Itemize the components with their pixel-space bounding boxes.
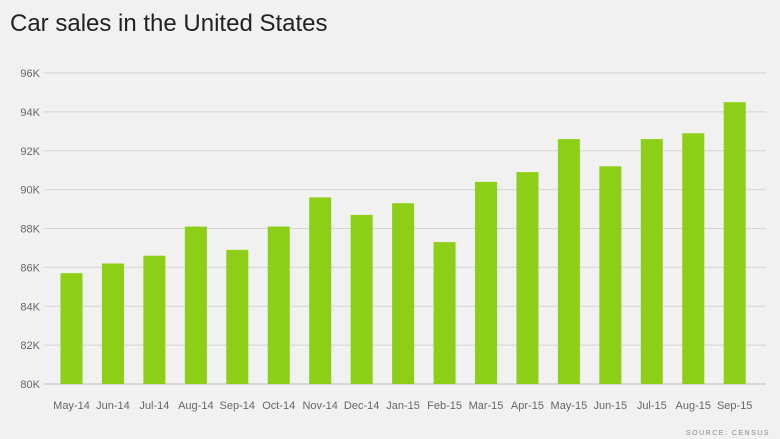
- y-tick-label: 96K: [20, 68, 40, 80]
- x-tick-label: Mar-15: [469, 400, 504, 412]
- x-tick-label: May-14: [53, 400, 90, 412]
- x-tick-label: Oct-14: [262, 400, 295, 412]
- x-tick-label: Aug-14: [178, 400, 213, 412]
- source-note: SOURCE: CENSUS: [685, 430, 770, 437]
- x-tick-label: Apr-15: [511, 400, 544, 412]
- bar-nov-14: [309, 197, 332, 384]
- x-tick-label: Feb-15: [427, 400, 462, 412]
- bar-jan-15: [392, 203, 415, 384]
- chart-title: Car sales in the United States: [10, 10, 328, 37]
- bar-feb-15: [433, 242, 456, 384]
- x-tick-label: Jul-15: [637, 400, 667, 412]
- x-tick-label: Nov-14: [302, 400, 337, 412]
- bar-may-15: [557, 139, 580, 384]
- bar-jul-14: [143, 255, 166, 384]
- y-tick-label: 84K: [20, 301, 40, 313]
- bar-jun-15: [599, 166, 622, 384]
- y-tick-label: 90K: [20, 185, 40, 197]
- bar-oct-14: [267, 226, 290, 384]
- y-tick-label: 94K: [20, 107, 40, 119]
- bar-jun-14: [101, 263, 124, 384]
- bars: [60, 102, 746, 384]
- x-tick-label: May-15: [551, 400, 588, 412]
- x-axis-labels: May-14 Jun-14 Jul-14 Aug-14 Sep-14 Oct-14 Nov-…: [53, 400, 752, 412]
- y-tick-label: 88K: [20, 224, 40, 236]
- bar-apr-15: [516, 172, 539, 384]
- x-tick-label: Aug-15: [676, 400, 711, 412]
- bar-sep-15: [723, 102, 746, 384]
- bar-jul-15: [640, 139, 663, 384]
- y-tick-label: 80K: [20, 379, 40, 391]
- x-tick-label: Sep-14: [220, 400, 255, 412]
- x-tick-label: Jul-14: [139, 400, 169, 412]
- x-tick-label: Jan-15: [386, 400, 420, 412]
- bar-aug-14: [184, 226, 207, 384]
- bar-may-14: [60, 273, 83, 384]
- y-tick-label: 86K: [20, 262, 40, 274]
- bar-aug-15: [682, 133, 705, 384]
- bar-dec-14: [350, 214, 373, 384]
- x-tick-label: Dec-14: [344, 400, 379, 412]
- y-tick-label: 92K: [20, 146, 40, 158]
- bar-sep-14: [226, 249, 249, 384]
- bar-mar-15: [475, 181, 497, 384]
- y-axis-labels: 80K 82K 84K 86K 88K 90K 92K 94K 96K: [20, 68, 40, 391]
- x-tick-label: Jun-14: [96, 400, 130, 412]
- y-tick-label: 82K: [20, 340, 40, 352]
- x-tick-label: Sep-15: [717, 400, 752, 412]
- x-tick-label: Jun-15: [594, 400, 628, 412]
